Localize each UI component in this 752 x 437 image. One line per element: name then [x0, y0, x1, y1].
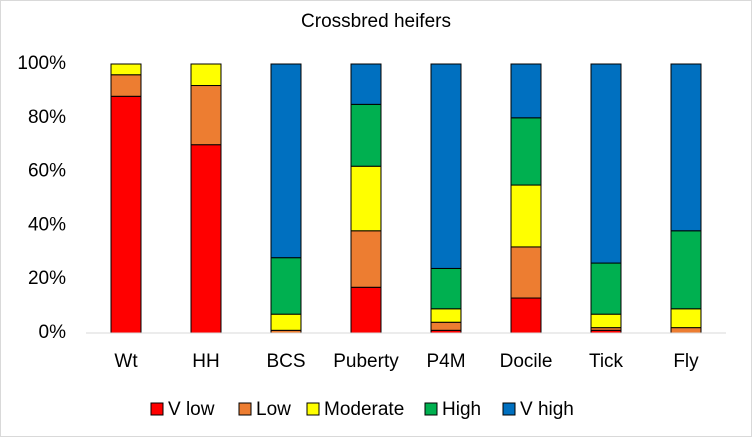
legend-swatch: [150, 402, 164, 416]
bar-segment: [670, 230, 702, 310]
bar-segment: [270, 63, 302, 259]
legend-swatch: [502, 402, 516, 416]
x-tick-label: Fly: [673, 351, 699, 372]
legend-label: Low: [256, 399, 291, 420]
y-tick-label: 80%: [28, 107, 66, 128]
bar-segment: [270, 257, 302, 315]
y-tick-label: 20%: [28, 268, 66, 289]
legend-swatch: [424, 402, 438, 416]
y-tick-label: 100%: [17, 53, 66, 74]
bar-segment: [350, 165, 382, 232]
bar-segment: [670, 327, 702, 334]
bar-segment: [110, 95, 142, 334]
bar-segment: [510, 297, 542, 334]
x-tick-label: Tick: [589, 351, 624, 372]
bar-segment: [110, 63, 142, 76]
legend-swatch: [306, 402, 320, 416]
x-tick-label: HH: [192, 351, 219, 372]
bar-segment: [510, 184, 542, 248]
chart-title: Crossbred heifers: [301, 11, 451, 32]
x-tick-label: BCS: [266, 351, 305, 372]
legend-label: High: [442, 399, 481, 420]
y-tick-label: 60%: [28, 161, 66, 182]
bar-segment: [190, 85, 222, 146]
legend-label: Moderate: [324, 399, 404, 420]
bar-segment: [190, 144, 222, 334]
bar-segment: [670, 308, 702, 329]
bar-segment: [350, 103, 382, 167]
y-tick-label: 0%: [39, 322, 67, 343]
x-tick-label: Puberty: [333, 351, 399, 372]
bar-segment: [190, 63, 222, 87]
bar-segment: [270, 313, 302, 331]
legend-swatch: [238, 402, 252, 416]
bar-segment: [590, 63, 622, 264]
legend-label: V low: [168, 399, 215, 420]
bar-segment: [510, 63, 542, 119]
bar-segment: [510, 246, 542, 299]
bar-segment: [350, 63, 382, 105]
bar-segment: [110, 74, 142, 97]
bar-segment: [590, 313, 622, 329]
bar-segment: [590, 262, 622, 315]
bar-segment: [670, 63, 702, 232]
x-tick-label: P4M: [426, 351, 465, 372]
bar-segment: [430, 267, 462, 310]
x-tick-label: Docile: [500, 351, 553, 372]
legend-label: V high: [520, 399, 574, 420]
bar-segment: [430, 63, 462, 269]
bar-segment: [430, 321, 462, 331]
bar-segment: [350, 230, 382, 288]
y-tick-label: 40%: [28, 214, 66, 235]
bar-segment: [510, 117, 542, 186]
bar-segment: [430, 308, 462, 323]
x-tick-label: Wt: [114, 351, 138, 372]
bar-segment: [350, 286, 382, 334]
